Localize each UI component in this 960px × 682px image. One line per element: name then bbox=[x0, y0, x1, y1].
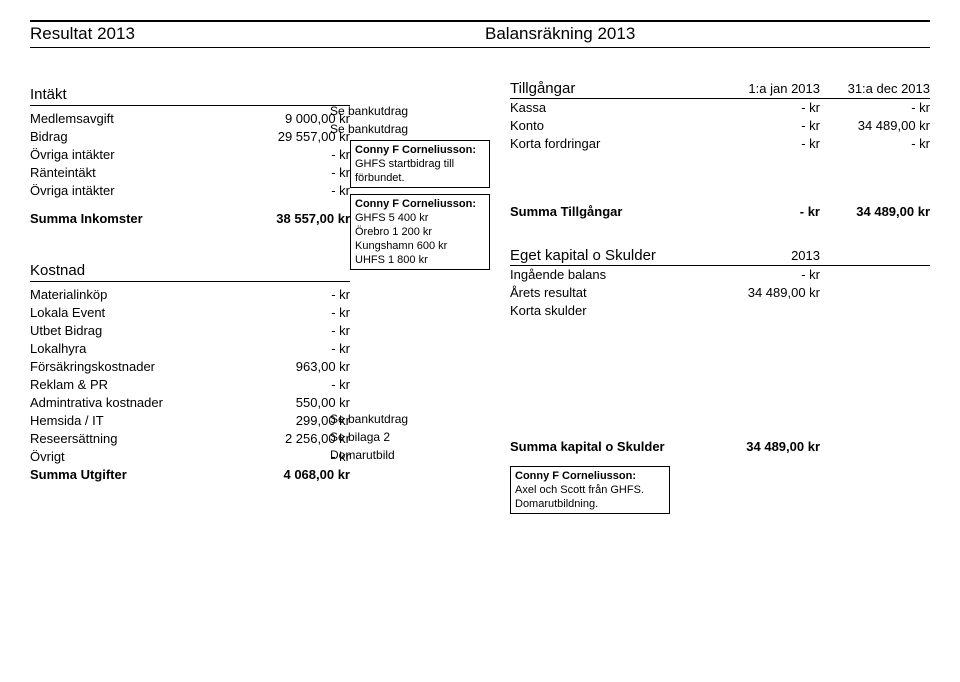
intakt-label: Övriga intäkter bbox=[30, 146, 260, 164]
kostnad-val: - kr bbox=[260, 286, 350, 304]
tillgangar-label: Korta fordringar bbox=[510, 135, 710, 153]
section-intakt-title: Intäkt bbox=[30, 86, 350, 106]
comment-body: GHFS 5 400 kr Örebro 1 200 kr Kungshamn … bbox=[355, 211, 485, 267]
eget-label: Årets resultat bbox=[510, 284, 710, 302]
intakt-val: - kr bbox=[260, 182, 350, 200]
header-right: Balansräkning 2013 bbox=[485, 20, 930, 48]
comment-body: GHFS startbidrag till förbundet. bbox=[355, 157, 485, 185]
kostnad-label: Hemsida / IT bbox=[30, 412, 260, 430]
tillgangar-sum-c2: 34 489,00 kr bbox=[820, 203, 930, 221]
kostnad-sum-label: Summa Utgifter bbox=[30, 466, 260, 484]
tillgangar-col1: 1:a jan 2013 bbox=[710, 80, 820, 98]
tillgangar-c2: - kr bbox=[820, 135, 930, 153]
intakt-label: Ränteintäkt bbox=[30, 164, 260, 182]
tillgangar-c2: 34 489,00 kr bbox=[820, 117, 930, 135]
middle-column: Conny F Corneliusson: GHFS startbidrag t… bbox=[350, 80, 510, 514]
tillgangar-c1: - kr bbox=[710, 135, 820, 153]
comment-box-1: Conny F Corneliusson: GHFS startbidrag t… bbox=[350, 140, 490, 188]
kostnad-val: 550,00 kr bbox=[260, 394, 350, 412]
tillgangar-c1: - kr bbox=[710, 99, 820, 117]
top-headers: Resultat 2013 Balansräkning 2013 bbox=[30, 20, 930, 50]
kostnad-label: Försäkringskostnader bbox=[30, 358, 260, 376]
kostnad-label: Lokala Event bbox=[30, 304, 260, 322]
comment-title: Conny F Corneliusson: bbox=[515, 469, 665, 483]
kostnad-label: Utbet Bidrag bbox=[30, 322, 260, 340]
eget-sum-label: Summa kapital o Skulder bbox=[510, 438, 710, 456]
intakt-sum-label: Summa Inkomster bbox=[30, 210, 260, 228]
kostnad-sum-val: 4 068,00 kr bbox=[260, 466, 350, 484]
intakt-rows: Medlemsavgift9 000,00 kr Bidrag29 557,00… bbox=[30, 110, 350, 200]
kostnad-val: 963,00 kr bbox=[260, 358, 350, 376]
section-eget-title: Eget kapital o Skulder bbox=[510, 247, 710, 265]
comment-box-3: Conny F Corneliusson: Axel och Scott frå… bbox=[510, 466, 670, 514]
comment-title: Conny F Corneliusson: bbox=[355, 143, 485, 157]
eget-label: Korta skulder bbox=[510, 302, 710, 320]
intakt-label: Bidrag bbox=[30, 128, 260, 146]
eget-sum-c1: 34 489,00 kr bbox=[710, 438, 820, 456]
eget-c1: 34 489,00 kr bbox=[710, 284, 820, 302]
comment-body: Axel och Scott från GHFS. Domarutbildnin… bbox=[515, 483, 665, 511]
comment-title: Conny F Corneliusson: bbox=[355, 197, 485, 211]
kostnad-val: - kr bbox=[260, 340, 350, 358]
kostnad-val: - kr bbox=[260, 322, 350, 340]
intakt-val: - kr bbox=[260, 146, 350, 164]
kostnad-label: Övrigt bbox=[30, 448, 260, 466]
kostnad-label: Lokalhyra bbox=[30, 340, 260, 358]
right-column: Tillgångar 1:a jan 2013 31:a dec 2013 Ka… bbox=[510, 80, 930, 514]
tillgangar-col2: 31:a dec 2013 bbox=[820, 80, 930, 98]
kostnad-label: Admintrativa kostnader bbox=[30, 394, 260, 412]
comment-box-2: Conny F Corneliusson: GHFS 5 400 kr Öreb… bbox=[350, 194, 490, 270]
intakt-label: Medlemsavgift bbox=[30, 110, 260, 128]
section-tillgangar-title: Tillgångar bbox=[510, 80, 710, 98]
eget-c1 bbox=[710, 302, 820, 320]
kostnad-label: Materialinköp bbox=[30, 286, 260, 304]
eget-year: 2013 bbox=[710, 247, 820, 265]
kostnad-label: Reklam & PR bbox=[30, 376, 260, 394]
tillgangar-c2: - kr bbox=[820, 99, 930, 117]
section-kostnad-title: Kostnad bbox=[30, 262, 350, 282]
kostnad-label: Reseersättning bbox=[30, 430, 260, 448]
tillgangar-label: Kassa bbox=[510, 99, 710, 117]
left-column: Intäkt Medlemsavgift9 000,00 kr Bidrag29… bbox=[30, 80, 350, 514]
intakt-label: Övriga intäkter bbox=[30, 182, 260, 200]
kostnad-rows: Materialinköp- kr Lokala Event- kr Utbet… bbox=[30, 286, 350, 466]
tillgangar-sum-c1: - kr bbox=[710, 203, 820, 221]
kostnad-val: - kr bbox=[260, 304, 350, 322]
header-left: Resultat 2013 bbox=[30, 20, 485, 48]
tillgangar-c1: - kr bbox=[710, 117, 820, 135]
intakt-val: - kr bbox=[260, 164, 350, 182]
kostnad-val: - kr bbox=[260, 376, 350, 394]
eget-c1: - kr bbox=[710, 266, 820, 284]
tillgangar-label: Konto bbox=[510, 117, 710, 135]
tillgangar-sum-label: Summa Tillgångar bbox=[510, 203, 710, 221]
intakt-sum-val: 38 557,00 kr bbox=[260, 210, 350, 228]
eget-label: Ingående balans bbox=[510, 266, 710, 284]
